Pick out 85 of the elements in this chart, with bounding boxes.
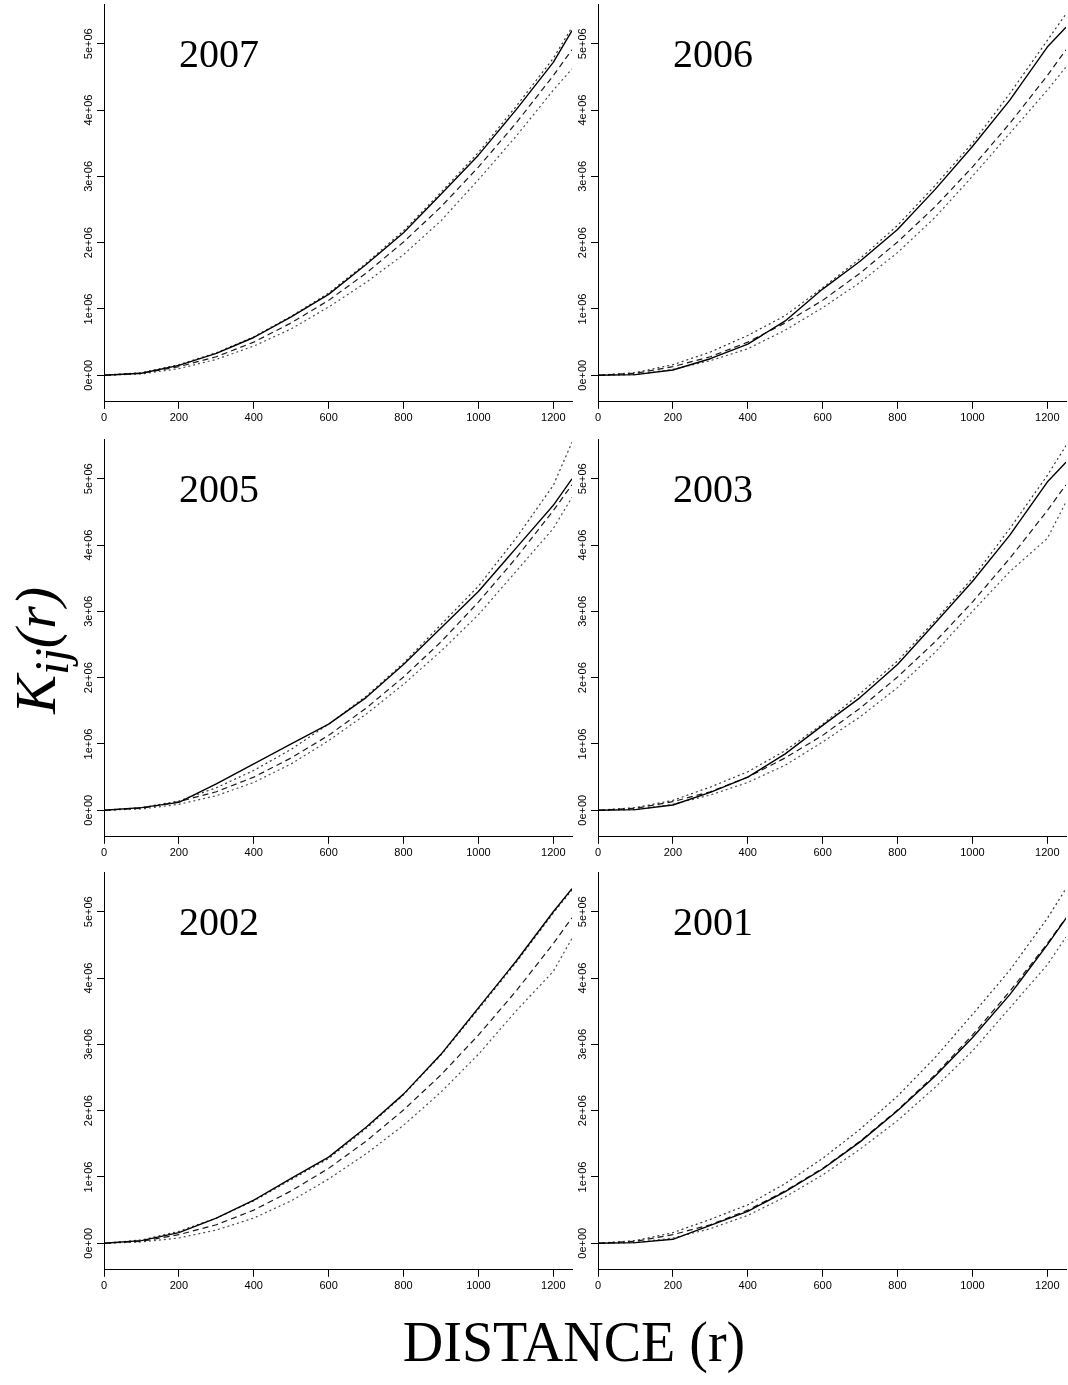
y-tick-label: 5e+06 <box>575 28 588 60</box>
y-tick-label: 1e+06 <box>575 293 588 325</box>
x-tick-label: 400 <box>244 411 263 424</box>
x-tick-label: 0 <box>100 411 108 424</box>
y-tick-label: 0e+00 <box>575 1227 588 1259</box>
x-tick-label: 200 <box>663 411 683 424</box>
x-tick-label: 200 <box>169 1279 189 1292</box>
y-tick-label: 4e+06 <box>575 529 588 561</box>
y-tick-label: 1e+06 <box>81 1161 94 1193</box>
text: 2003 <box>672 465 753 511</box>
y-tick-label: 3e+06 <box>81 160 94 192</box>
y-tick-label: 0e+00 <box>575 359 588 391</box>
x-tick-label: 800 <box>394 1279 413 1292</box>
x-tick-label: 200 <box>663 1279 683 1292</box>
y-tick-label: 2e+06 <box>81 1095 94 1127</box>
x-tick-label: 600 <box>319 411 338 424</box>
x-tick-label: 600 <box>319 846 338 859</box>
y-tick-label: 2e+06 <box>81 662 94 694</box>
x-tick-label: 1200 <box>1035 1279 1060 1292</box>
y-tick-label: 4e+06 <box>575 94 588 126</box>
y-tick-label: 4e+06 <box>81 94 94 126</box>
x-tick-label: 1000 <box>466 411 491 424</box>
x-tick-label: 600 <box>813 411 832 424</box>
x-tick-label: 0 <box>594 846 602 859</box>
x-tick-label: 0 <box>100 1279 108 1292</box>
y-tick-label: 5e+06 <box>575 896 588 928</box>
x-tick-label: 200 <box>663 846 683 859</box>
y-tick-label: 1e+06 <box>81 293 94 325</box>
y-tick-label: 0e+00 <box>81 794 94 826</box>
x-tick-label: 600 <box>813 1279 832 1292</box>
text: 2002 <box>178 898 259 944</box>
text: 2006 <box>672 30 753 76</box>
y-tick-label: 1e+06 <box>575 728 588 760</box>
y-tick-label: 5e+06 <box>81 28 94 60</box>
y-tick-label: 4e+06 <box>81 529 94 561</box>
x-tick-label: 400 <box>738 846 757 859</box>
y-tick-label: 1e+06 <box>575 1161 588 1193</box>
x-tick-label: 800 <box>888 846 907 859</box>
x-tick-label: 1000 <box>466 846 491 859</box>
x-tick-label: 200 <box>169 846 189 859</box>
y-tick-label: 0e+00 <box>575 794 588 826</box>
y-tick-label: 1e+06 <box>81 728 94 760</box>
y-tick-label: 5e+06 <box>81 463 94 495</box>
x-tick-label: 600 <box>319 1279 338 1292</box>
x-tick-label: 400 <box>738 1279 757 1292</box>
x-tick-label: 1000 <box>960 846 985 859</box>
x-tick-label: 1200 <box>541 411 566 424</box>
x-tick-label: 200 <box>169 411 189 424</box>
x-tick-label: 400 <box>738 411 757 424</box>
x-tick-label: 800 <box>888 1279 907 1292</box>
x-tick-label: 1000 <box>466 1279 491 1292</box>
x-tick-label: 0 <box>594 411 602 424</box>
y-tick-label: 3e+06 <box>575 160 588 192</box>
y-tick-label: 0e+00 <box>81 1227 94 1259</box>
x-tick-label: 1200 <box>541 846 566 859</box>
x-tick-label: 1200 <box>541 1279 566 1292</box>
x-tick-label: 400 <box>244 1279 263 1292</box>
text: 2007 <box>178 30 259 76</box>
x-tick-label: 1000 <box>960 1279 985 1292</box>
text: 2005 <box>178 465 259 511</box>
x-tick-label: 800 <box>888 411 907 424</box>
x-tick-label: 1000 <box>960 411 985 424</box>
y-tick-label: 0e+00 <box>81 359 94 391</box>
x-tick-label: 0 <box>100 846 108 859</box>
y-tick-label: 5e+06 <box>575 463 588 495</box>
x-tick-label: 1200 <box>1035 846 1060 859</box>
y-tick-label: 4e+06 <box>575 962 588 994</box>
y-tick-label: 3e+06 <box>81 1028 94 1060</box>
x-tick-label: 800 <box>394 846 413 859</box>
y-tick-label: 3e+06 <box>575 595 588 627</box>
y-tick-label: 2e+06 <box>81 227 94 259</box>
x-tick-label: 0 <box>594 1279 602 1292</box>
y-tick-label: 2e+06 <box>575 1095 588 1127</box>
y-tick-label: 3e+06 <box>81 595 94 627</box>
y-tick-label: 2e+06 <box>575 227 588 259</box>
y-tick-label: 5e+06 <box>81 896 94 928</box>
y-tick-label: 4e+06 <box>81 962 94 994</box>
x-tick-label: 800 <box>394 411 413 424</box>
x-tick-label: 1200 <box>1035 411 1060 424</box>
text: 2001 <box>672 898 753 944</box>
x-tick-label: 600 <box>813 846 832 859</box>
y-tick-label: 3e+06 <box>575 1028 588 1060</box>
y-tick-label: 2e+06 <box>575 662 588 694</box>
x-axis-title: DISTANCE (r) <box>401 1310 747 1375</box>
x-tick-label: 400 <box>244 846 263 859</box>
